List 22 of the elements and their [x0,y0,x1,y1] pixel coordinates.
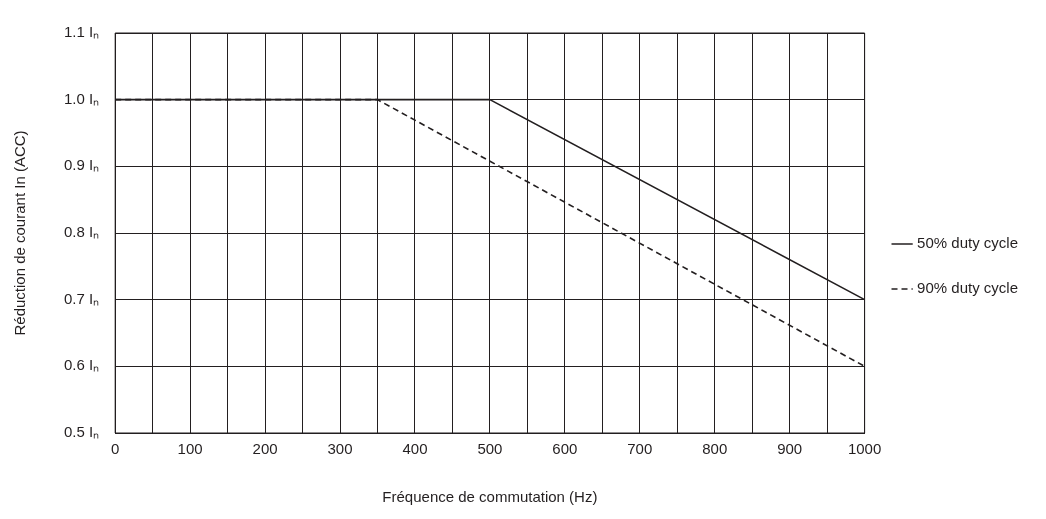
y-tick-label: 1.0 Iₙ [64,89,100,107]
x-tick-label: 700 [627,440,653,458]
y-tick-label: 0.6 Iₙ [64,356,100,374]
x-axis-title: Fréquence de commutation (Hz) [382,488,598,506]
y-axis-title: Réduction de courant In (ACC) [11,130,29,336]
x-tick-label: 200 [252,440,278,458]
y-tick-label: 0.7 Iₙ [64,289,100,307]
x-tick-label: 800 [702,440,728,458]
x-tick-label: 400 [402,440,428,458]
y-tick-label: 1.1 Iₙ [64,23,100,41]
legend-label: 90% duty cycle [917,279,1019,297]
x-tick-label: 100 [177,440,203,458]
x-tick-label: 500 [477,440,503,458]
legend-label: 50% duty cycle [917,234,1019,252]
x-tick-label: 600 [552,440,578,458]
y-tick-label: 0.5 Iₙ [64,423,100,441]
x-tick-label: 1000 [847,440,882,458]
y-tick-label: 0.9 Iₙ [64,156,100,174]
y-tick-label: 0.8 Iₙ [64,223,100,241]
x-tick-label: 300 [327,440,353,458]
x-tick-label: 900 [777,440,803,458]
x-tick-label: 0 [111,440,120,458]
